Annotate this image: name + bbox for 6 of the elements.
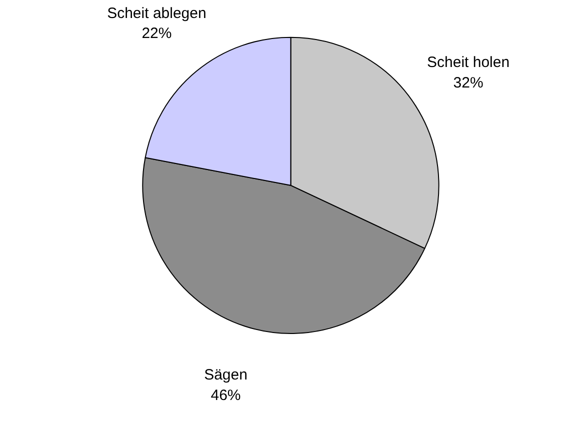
data-label: 32% (453, 74, 484, 92)
data-label: 46% (210, 386, 241, 404)
slice-label: Scheit ablegen (107, 4, 206, 22)
slice-label: Sägen (204, 366, 248, 384)
data-label: 22% (142, 25, 172, 42)
slice-label: Scheit holen (427, 54, 510, 72)
